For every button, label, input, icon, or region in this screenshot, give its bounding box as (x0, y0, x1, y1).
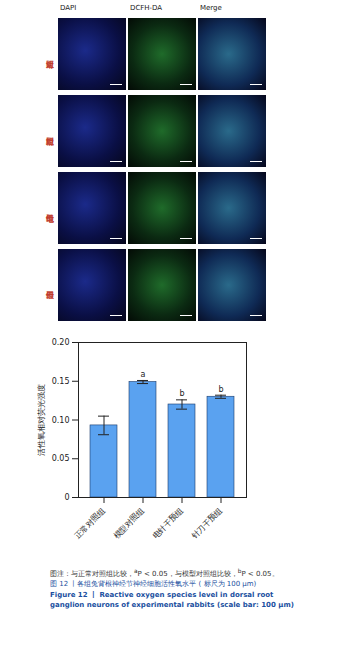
html-text:DCFH-DA: DCFH-DA (130, 4, 163, 12)
svg-text:模型对照组: 模型对照组 (112, 506, 147, 541)
html-text:DAPI: DAPI (60, 4, 77, 12)
html-text:Figure 12 丨 Reactive oxygen sp: Figure 12 丨 Reactive oxygen species leve… (50, 590, 294, 609)
svg-text:b: b (179, 389, 184, 398)
svg-text:正常对照组: 正常对照组 (73, 506, 108, 541)
svg-text:针刀干预组: 针刀干预组 (189, 506, 224, 541)
svg-text:0: 0 (64, 493, 69, 502)
svg-text:0.05: 0.05 (52, 454, 70, 463)
svg-text:b: b (218, 385, 223, 394)
svg-text:电针干预组: 电针干预组 (151, 506, 186, 541)
svg-text:0.15: 0.15 (52, 377, 70, 386)
svg-text:0.20: 0.20 (52, 338, 70, 347)
html-text:图注：与正常对照组比较，aP < 0.05，与模型对照组比较: 图注：与正常对照组比较，aP < 0.05，与模型对照组比较，bP < 0.05… (50, 568, 279, 579)
html-text:图 12 丨各组兔背根神经节神经细胞活性氧水平 ( 标尺为: 图 12 丨各组兔背根神经节神经细胞活性氧水平 ( 标尺为 100 μm) (50, 580, 257, 589)
html-text:Merge: Merge (200, 4, 222, 12)
svg-text:0.10: 0.10 (52, 416, 70, 425)
svg-text:活性氧相对荧光强度: 活性氧相对荧光强度 (37, 384, 46, 456)
svg-text:a: a (141, 370, 146, 379)
